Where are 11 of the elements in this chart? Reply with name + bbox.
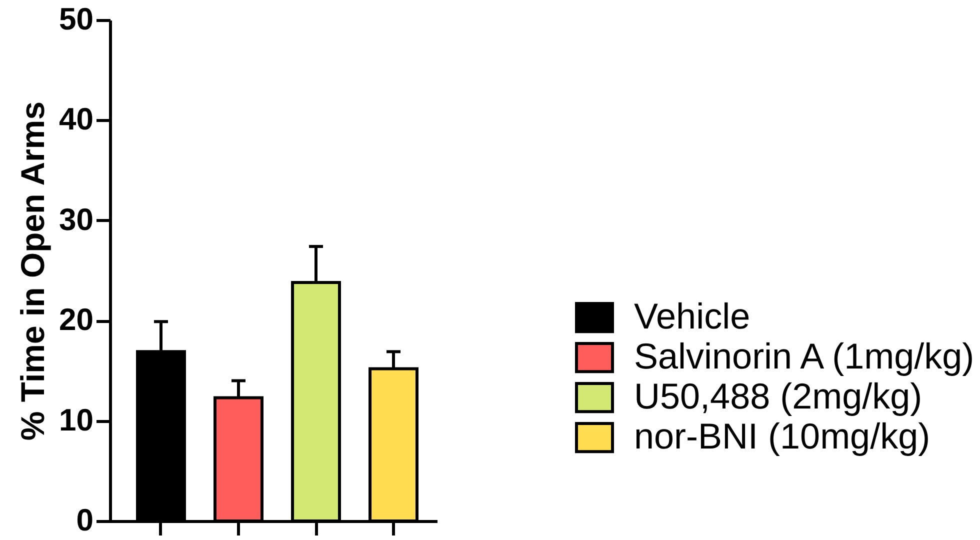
legend-label: nor-BNI (10mg/kg) [634, 416, 930, 457]
y-tick-label: 40 [59, 102, 94, 137]
y-tick-label: 0 [76, 502, 94, 538]
y-axis-title: % Time in Open Arms [14, 101, 52, 441]
y-tick-label: 50 [59, 2, 94, 36]
legend-label: U50,488 (2mg/kg) [634, 376, 922, 417]
y-tick-label: 20 [59, 302, 94, 338]
y-tick-label: 30 [59, 202, 94, 237]
legend-label: Salvinorin A (1mg/kg) [634, 336, 974, 377]
y-tick-label: 10 [59, 402, 94, 438]
legend-label: Vehicle [634, 296, 750, 337]
